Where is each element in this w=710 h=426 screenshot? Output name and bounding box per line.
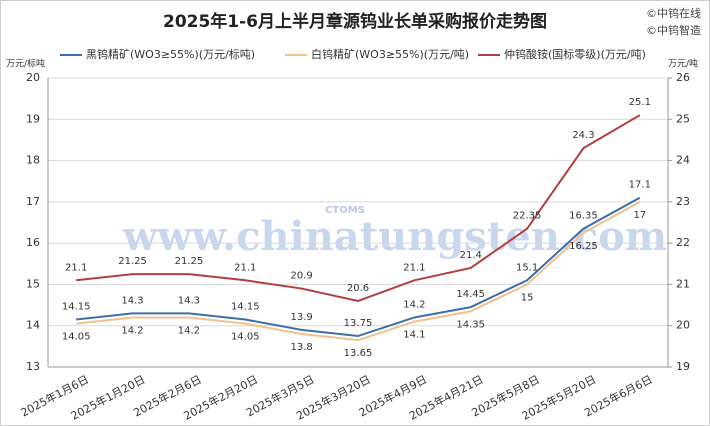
legend-label: 白钨精矿(WO3≥55%)(万元/吨) [311, 47, 469, 61]
value-label: 15.1 [516, 262, 538, 273]
series-line [76, 196, 641, 338]
value-label: 14.1 [403, 330, 425, 341]
value-label: 14.2 [178, 325, 200, 336]
value-label: 21.25 [175, 256, 204, 267]
value-label: 21.1 [403, 262, 425, 273]
value-label: 13.8 [291, 342, 313, 353]
value-label: 13.75 [344, 318, 373, 329]
value-label: 15 [521, 292, 534, 303]
y2-tick-label: 24 [676, 154, 690, 167]
value-label: 14.3 [178, 295, 200, 306]
y2-tick-label: 19 [676, 360, 690, 373]
y2-tick-label: 26 [676, 71, 690, 84]
y-tick-label: 20 [26, 71, 40, 84]
legend-label: 仲钨酸铵(国标零级)(万元/吨) [504, 47, 646, 61]
value-label: 13.65 [344, 348, 373, 359]
y-tick-label: 17 [26, 195, 40, 208]
value-label: 16.35 [569, 211, 598, 222]
y-axis-title: 万元/标吨 [6, 58, 45, 70]
copyright-2: ©中钨智造 [646, 23, 701, 37]
value-label: 14.2 [121, 325, 143, 336]
value-label: 21.4 [460, 250, 482, 261]
y-tick-label: 19 [26, 112, 40, 125]
y2-tick-label: 21 [676, 277, 690, 290]
value-label: 14.45 [456, 289, 485, 300]
value-label: 20.6 [347, 283, 369, 294]
watermark-logo: CTOMS [325, 205, 365, 216]
y-tick-label: 15 [26, 277, 40, 290]
value-label: 14.05 [231, 332, 260, 343]
y2-axis-title: 万元/吨 [668, 58, 698, 70]
y-tick-label: 14 [26, 319, 40, 332]
legend-label: 黑钨精矿(WO3≥55%)(万元/标吨) [86, 47, 255, 61]
value-label: 17 [633, 210, 646, 221]
y-tick-label: 16 [26, 236, 40, 249]
value-label: 17.1 [629, 180, 651, 191]
y2-tick-label: 20 [676, 319, 690, 332]
value-label: 14.05 [62, 332, 91, 343]
value-label: 22.35 [513, 211, 542, 222]
copyright-1: ©中钨在线 [646, 6, 701, 20]
value-label: 14.15 [62, 302, 91, 313]
value-label: 13.9 [291, 312, 313, 323]
y2-tick-label: 23 [676, 195, 690, 208]
chart-title: 2025年1-6月上半月章源钨业长单采购报价走势图 [163, 11, 547, 32]
value-label: 21.25 [118, 256, 147, 267]
series-line [76, 114, 641, 302]
y2-tick-label: 22 [676, 236, 690, 249]
value-label: 24.3 [572, 130, 594, 141]
value-label: 21.1 [65, 262, 87, 273]
value-label: 16.25 [569, 241, 598, 252]
y-tick-label: 18 [26, 154, 40, 167]
value-label: 14.2 [403, 299, 425, 310]
y-tick-label: 13 [26, 360, 40, 373]
value-label: 25.1 [629, 97, 651, 108]
series-line [76, 200, 641, 342]
value-label: 14.35 [456, 319, 485, 330]
y2-tick-label: 25 [676, 112, 690, 125]
value-label: 21.1 [234, 262, 256, 273]
value-label: 14.15 [231, 302, 260, 313]
value-label: 20.9 [291, 271, 313, 282]
value-label: 14.3 [121, 295, 143, 306]
